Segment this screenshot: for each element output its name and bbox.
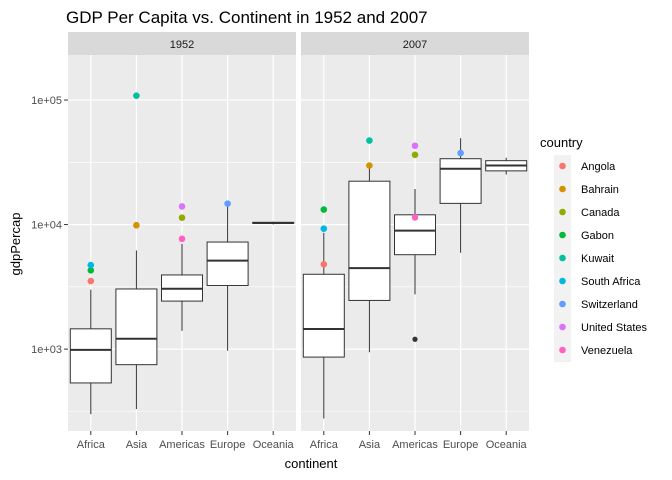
facet-strip-label: 1952	[170, 39, 194, 51]
facet-strip	[301, 32, 529, 55]
legend-swatch	[559, 185, 566, 193]
legend-swatch	[559, 231, 566, 239]
legend-entry-label: Gabon	[581, 230, 614, 242]
country-point-gabon	[320, 206, 328, 213]
country-point-south-africa	[320, 225, 328, 232]
box-europe	[206, 201, 249, 351]
box-iqr	[348, 180, 391, 301]
y-tick-label: 1e+05	[31, 95, 62, 107]
y-tick-label: 1e+04	[31, 220, 62, 232]
legend-swatch	[559, 277, 566, 285]
box-europe	[439, 138, 482, 253]
country-point-canada	[411, 151, 419, 159]
box-iqr	[394, 214, 436, 256]
box-iqr	[69, 328, 112, 384]
country-point-angola	[87, 277, 95, 285]
legend-swatch	[559, 254, 566, 262]
facet-panels: 1952 2007	[68, 32, 529, 431]
legend-entry-label: Venezuela	[581, 345, 633, 357]
x-tick-label: Asia	[126, 439, 148, 451]
x-tick-label: Europe	[443, 439, 478, 451]
facet-panel-2007: 2007	[301, 32, 529, 431]
legend-swatch	[559, 208, 566, 216]
x-axis-title: continent	[285, 456, 338, 471]
country-point-kuwait	[133, 92, 140, 99]
x-tick-label: Europe	[210, 439, 245, 451]
legend-title: country	[540, 135, 583, 150]
legend-entry-label: Bahrain	[581, 184, 619, 196]
country-point-switzerland	[224, 200, 231, 207]
legend-entry-label: Kuwait	[581, 253, 614, 265]
country-point-bahrain	[133, 221, 140, 229]
country-point-angola	[320, 261, 328, 268]
legend-entry-label: Switzerland	[581, 299, 638, 311]
chart-title: GDP Per Capita vs. Continent in 1952 and…	[66, 8, 428, 27]
country-point-united-states	[178, 203, 186, 210]
x-tick-label: Asia	[359, 439, 381, 451]
outlier-point	[412, 336, 418, 342]
x-tick-label: Africa	[310, 439, 339, 451]
country-point-south-africa	[87, 261, 95, 269]
box-iqr	[206, 241, 249, 287]
box-iqr	[302, 273, 345, 358]
x-tick-label: Oceania	[253, 439, 295, 451]
box-americas	[394, 143, 436, 342]
facet-strip	[68, 32, 296, 55]
legend-entry-label: Canada	[581, 207, 620, 219]
country-point-venezuela	[411, 214, 419, 221]
facet-panel-1952: 1952	[68, 32, 296, 431]
legend-swatch	[559, 346, 566, 354]
box-africa	[69, 262, 112, 415]
y-axis: 1e+03 1e+04 1e+05	[31, 95, 68, 356]
x-tick-label: Americas	[392, 439, 438, 451]
legend-swatch	[559, 162, 566, 170]
country-point-united-states	[411, 142, 419, 150]
legend-entry-label: United States	[581, 322, 648, 334]
box-iqr	[439, 158, 482, 204]
country-point-canada	[178, 214, 186, 221]
box-africa	[302, 206, 345, 419]
x-axis: Africa Asia Americas Europe Oceania Africa Asi…	[77, 431, 528, 451]
legend-entry-label: Angola	[581, 161, 616, 173]
country-point-venezuela	[178, 235, 186, 243]
legend: country Angola Bahrain Canada Gabon Kuwait Sou…	[540, 135, 648, 362]
facet-strip-label: 2007	[403, 39, 427, 51]
box-iqr	[115, 288, 158, 366]
country-point-bahrain	[366, 162, 373, 169]
x-tick-label: Oceania	[486, 439, 528, 451]
x-tick-label: Africa	[77, 439, 106, 451]
y-tick-label: 1e+03	[31, 344, 62, 356]
y-axis-title: gdpPercap	[8, 213, 23, 276]
country-point-kuwait	[366, 137, 373, 144]
box-oceania	[485, 157, 528, 175]
legend-entry-label: South Africa	[581, 276, 641, 288]
legend-swatch	[559, 323, 566, 331]
country-point-gabon	[87, 267, 95, 274]
country-point-switzerland	[457, 149, 464, 157]
x-tick-label: Americas	[159, 439, 205, 451]
legend-swatch	[559, 300, 566, 308]
box-oceania	[252, 221, 295, 225]
